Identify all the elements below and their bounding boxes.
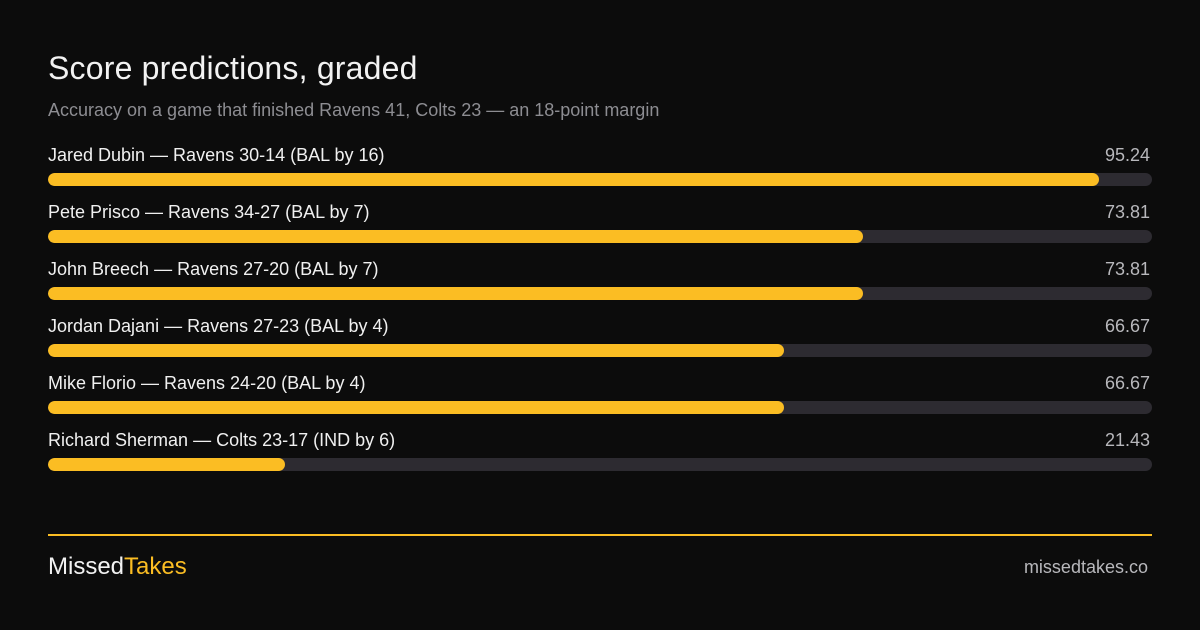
bar-value-label: 66.67 <box>1104 373 1150 393</box>
bar-row: John Breech — Ravens 27-20 (BAL by 7) 73.… <box>48 259 1152 316</box>
bar-value-label: 73.81 <box>1104 202 1150 222</box>
bar-row: Mike Florio — Ravens 24-20 (BAL by 4) 66.… <box>48 373 1152 430</box>
bar-label: Jordan Dajani — Ravens 27-23 (BAL by 4) <box>48 316 389 336</box>
bar-row: Richard Sherman — Colts 23-17 (IND by 6)… <box>48 430 1152 487</box>
bar-track <box>48 458 1152 471</box>
bar-value-label: 21.43 <box>1104 430 1150 450</box>
bar-row: Jared Dubin — Ravens 30-14 (BAL by 16) 95… <box>48 145 1152 202</box>
bar-track <box>48 287 1152 300</box>
bar-track <box>48 401 1152 414</box>
bar-track <box>48 230 1152 243</box>
footer-divider <box>48 534 1152 536</box>
bar-label: Richard Sherman — Colts 23-17 (IND by 6) <box>48 430 396 450</box>
bar <box>48 401 785 414</box>
bar-label: Mike Florio — Ravens 24-20 (BAL by 4) <box>48 373 366 393</box>
bar <box>48 230 863 243</box>
bar <box>48 344 785 357</box>
brand-word-missed: Missed <box>48 553 125 580</box>
bar-label: Jared Dubin — Ravens 30-14 (BAL by 16) <box>48 145 385 165</box>
bar <box>48 173 1100 186</box>
bar-track <box>48 173 1152 186</box>
bar-list: Jared Dubin — Ravens 30-14 (BAL by 16) 95… <box>48 145 1152 487</box>
bar <box>48 287 863 300</box>
chart-title: Score predictions, graded <box>48 50 418 86</box>
brand-word-takes: Takes <box>124 553 187 580</box>
bar-track <box>48 344 1152 357</box>
bar-value-label: 95.24 <box>1104 145 1150 165</box>
bar-row: Pete Prisco — Ravens 34-27 (BAL by 7) 73.… <box>48 202 1152 259</box>
bar-label: Pete Prisco — Ravens 34-27 (BAL by 7) <box>48 202 370 222</box>
chart-subtitle: Accuracy on a game that finished Ravens … <box>48 100 660 120</box>
bar-row: Jordan Dajani — Ravens 27-23 (BAL by 4) 6… <box>48 316 1152 373</box>
site-url: missedtakes.co <box>1023 557 1148 577</box>
bar-value-label: 73.81 <box>1104 259 1150 279</box>
bar-label: John Breech — Ravens 27-20 (BAL by 7) <box>48 259 379 279</box>
bar <box>48 458 285 471</box>
bar-value-label: 66.67 <box>1104 316 1150 336</box>
brand-logo: MissedTakes <box>48 553 187 581</box>
